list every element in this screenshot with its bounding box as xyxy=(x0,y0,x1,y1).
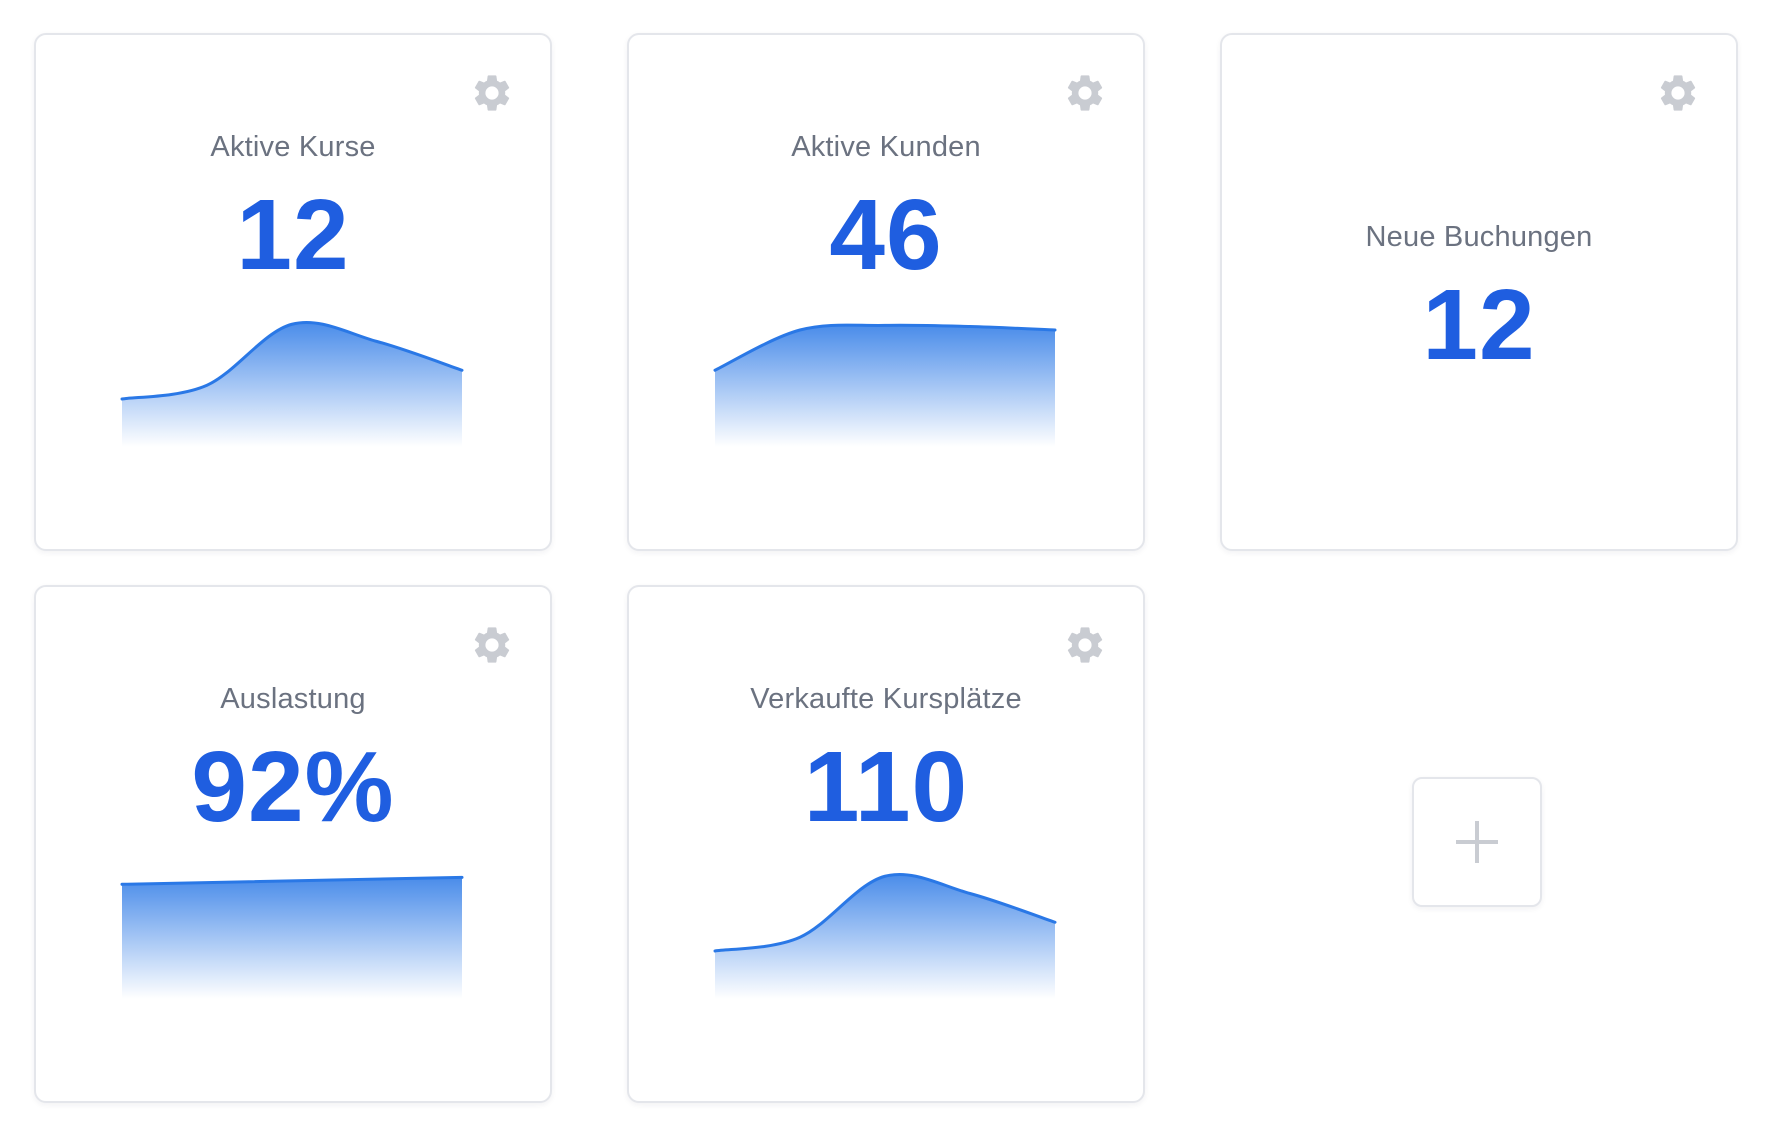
widget-card-auslastung: Auslastung 92% xyxy=(34,585,552,1103)
widget-value: 12 xyxy=(1422,269,1536,381)
widget-title: Aktive Kurse xyxy=(210,131,376,163)
widget-value: 46 xyxy=(829,179,943,291)
sparkline-line xyxy=(120,321,464,401)
sparkline-svg xyxy=(120,321,464,447)
sparkline-chart xyxy=(713,849,1057,999)
gear-icon[interactable] xyxy=(1063,623,1107,667)
widget-title: Verkaufte Kursplätze xyxy=(750,683,1022,715)
widget-title: Auslastung xyxy=(220,683,366,715)
sparkline-chart xyxy=(120,849,464,999)
gear-icon[interactable] xyxy=(470,623,514,667)
plus-icon xyxy=(1414,779,1540,905)
widget-card-verkaufte-kursplaetze: Verkaufte Kursplätze 110 xyxy=(627,585,1145,1103)
widget-value: 92% xyxy=(191,731,395,843)
sparkline-chart xyxy=(713,297,1057,447)
widget-card-neue-buchungen: Neue Buchungen 12 xyxy=(1220,33,1738,551)
sparkline-area xyxy=(122,877,462,999)
widget-value: 110 xyxy=(803,731,969,843)
sparkline-line xyxy=(713,873,1057,953)
widget-title: Neue Buchungen xyxy=(1365,221,1593,253)
widget-card-aktive-kunden: Aktive Kunden 46 xyxy=(627,33,1145,551)
widget-title: Aktive Kunden xyxy=(791,131,981,163)
sparkline-area xyxy=(715,874,1055,999)
gear-icon[interactable] xyxy=(470,71,514,115)
sparkline-chart xyxy=(120,297,464,447)
sparkline-line xyxy=(120,875,464,886)
sparkline-area xyxy=(122,322,462,447)
widget-card-aktive-kurse: Aktive Kurse 12 xyxy=(34,33,552,551)
sparkline-svg xyxy=(120,875,464,999)
add-widget-button[interactable] xyxy=(1412,777,1542,907)
sparkline-svg xyxy=(713,873,1057,999)
gear-icon[interactable] xyxy=(1656,71,1700,115)
widget-value: 12 xyxy=(236,179,350,291)
sparkline-svg xyxy=(713,323,1057,447)
sparkline-area xyxy=(715,325,1055,447)
sparkline-line xyxy=(713,323,1057,372)
gear-icon[interactable] xyxy=(1063,71,1107,115)
